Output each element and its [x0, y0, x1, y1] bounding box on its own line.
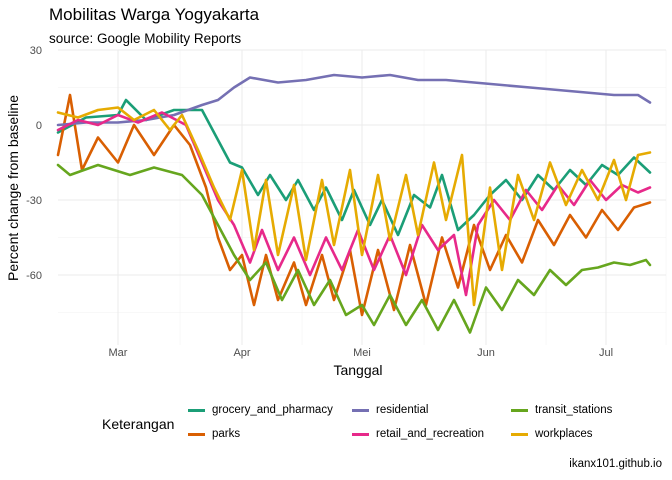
y-axis-title: Percent change from baseline — [5, 95, 21, 281]
legend-item-grocery_and_pharmacy: grocery_and_pharmacy — [188, 404, 333, 416]
y-tick-label: 0 — [36, 120, 42, 132]
grid-layer — [58, 49, 667, 345]
y-tick-label: -60 — [26, 270, 42, 282]
y-tick-label: -30 — [26, 195, 42, 207]
legend-swatch — [352, 432, 369, 436]
legend-label: parks — [212, 428, 241, 440]
x-tick-label: Jun — [477, 347, 495, 359]
x-tick-label: Jul — [599, 347, 613, 359]
legend-label: transit_stations — [535, 404, 613, 416]
legend-item-transit_stations: transit_stations — [511, 404, 612, 416]
legend-item-retail_and_recreation: retail_and_recreation — [352, 428, 484, 440]
series-line-parks — [56, 93, 652, 317]
x-tick-label: Mar — [109, 347, 128, 359]
x-axis-title: Tanggal — [333, 362, 382, 378]
legend-label: grocery_and_pharmacy — [212, 404, 333, 416]
series-line-workplaces — [56, 106, 652, 307]
legend-item-workplaces: workplaces — [511, 428, 593, 440]
line-chart: 30 0 -30 -60 Mar Apr Mei Jun Jul Tanggal Percent… — [5, 45, 667, 378]
legend-item-residential: residential — [352, 404, 428, 416]
legend-swatch — [352, 408, 369, 412]
legend-label: residential — [376, 404, 429, 416]
legend-item-parks: parks — [188, 428, 240, 440]
legend-swatch — [188, 432, 205, 436]
x-tick-label: Mei — [353, 347, 371, 359]
legend-swatch — [511, 432, 528, 436]
chart-title: Mobilitas Warga Yogyakarta — [49, 5, 260, 24]
legend-title: Keterangan — [102, 416, 175, 432]
series-line-transit_stations — [56, 163, 652, 334]
y-tick-label: 30 — [30, 45, 42, 57]
legend-label: workplaces — [535, 428, 593, 440]
legend-swatch — [511, 408, 528, 412]
series-layer — [56, 73, 652, 334]
x-tick-label: Apr — [233, 347, 250, 359]
tick-layer: 30 0 -30 -60 Mar Apr Mei Jun Jul — [26, 45, 613, 359]
caption: ikanx101.github.io — [569, 458, 662, 470]
legend-label: retail_and_recreation — [376, 428, 485, 440]
chart-subtitle: source: Google Mobility Reports — [49, 31, 242, 46]
legend-swatch — [188, 408, 205, 412]
